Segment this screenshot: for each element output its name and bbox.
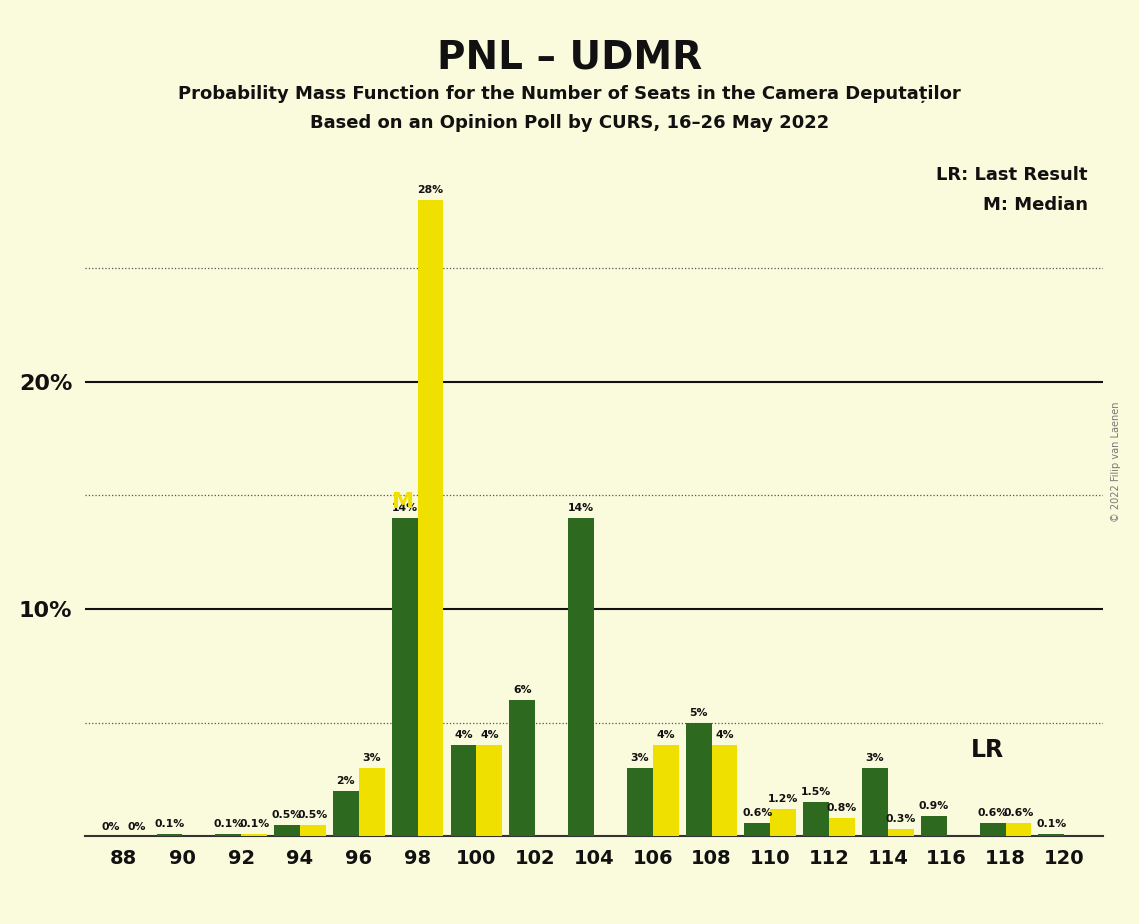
Text: 0%: 0% [101,822,120,833]
Bar [568,518,595,836]
Text: 4%: 4% [480,730,499,740]
Text: 0.5%: 0.5% [297,809,328,820]
Bar [888,830,913,836]
Text: 2%: 2% [336,776,355,785]
Text: Probability Mass Function for the Number of Seats in the Camera Deputaților: Probability Mass Function for the Number… [178,85,961,103]
Bar [626,768,653,836]
Bar [770,808,796,836]
Bar [712,746,737,836]
Text: 4%: 4% [454,730,473,740]
Text: 0.9%: 0.9% [919,801,949,810]
Text: 0.1%: 0.1% [239,819,269,829]
Text: 3%: 3% [362,753,382,763]
Text: 0.6%: 0.6% [1003,808,1034,818]
Text: 3%: 3% [631,753,649,763]
Text: 28%: 28% [418,185,443,195]
Text: M: M [393,492,415,513]
Text: 3%: 3% [866,753,884,763]
Text: © 2022 Filip van Laenen: © 2022 Filip van Laenen [1112,402,1121,522]
Text: 0.6%: 0.6% [977,808,1008,818]
Bar [300,825,326,836]
Bar [686,723,712,836]
Bar [509,699,535,836]
Bar [980,822,1006,836]
Bar [476,746,502,836]
Text: PNL – UDMR: PNL – UDMR [437,39,702,77]
Bar [215,834,241,836]
Text: LR: Last Result: LR: Last Result [936,166,1088,184]
Text: 1.5%: 1.5% [801,787,831,797]
Bar [803,802,829,836]
Text: 0.1%: 0.1% [1036,819,1066,829]
Text: 14%: 14% [392,504,418,513]
Text: 1.2%: 1.2% [768,794,798,804]
Text: 14%: 14% [568,504,595,513]
Text: 5%: 5% [689,708,708,718]
Bar [392,518,418,836]
Text: 0.8%: 0.8% [827,803,858,813]
Bar [241,834,268,836]
Bar [1006,822,1032,836]
Bar [156,834,182,836]
Text: 4%: 4% [715,730,734,740]
Text: 0.1%: 0.1% [155,819,185,829]
Text: 0.6%: 0.6% [743,808,772,818]
Text: 4%: 4% [656,730,675,740]
Bar [418,200,443,836]
Text: 0.3%: 0.3% [886,814,916,824]
Bar [274,825,300,836]
Bar [359,768,385,836]
Text: Based on an Opinion Poll by CURS, 16–26 May 2022: Based on an Opinion Poll by CURS, 16–26 … [310,114,829,131]
Bar [653,746,679,836]
Bar [745,822,770,836]
Text: LR: LR [972,738,1005,762]
Text: M: Median: M: Median [983,196,1088,213]
Bar [1039,834,1064,836]
Text: 0.1%: 0.1% [213,819,244,829]
Text: 0.5%: 0.5% [272,809,302,820]
Text: 6%: 6% [513,685,532,695]
Bar [862,768,888,836]
Bar [333,791,359,836]
Bar [829,818,855,836]
Text: 0%: 0% [128,822,146,833]
Bar [920,816,947,836]
Bar [451,746,476,836]
